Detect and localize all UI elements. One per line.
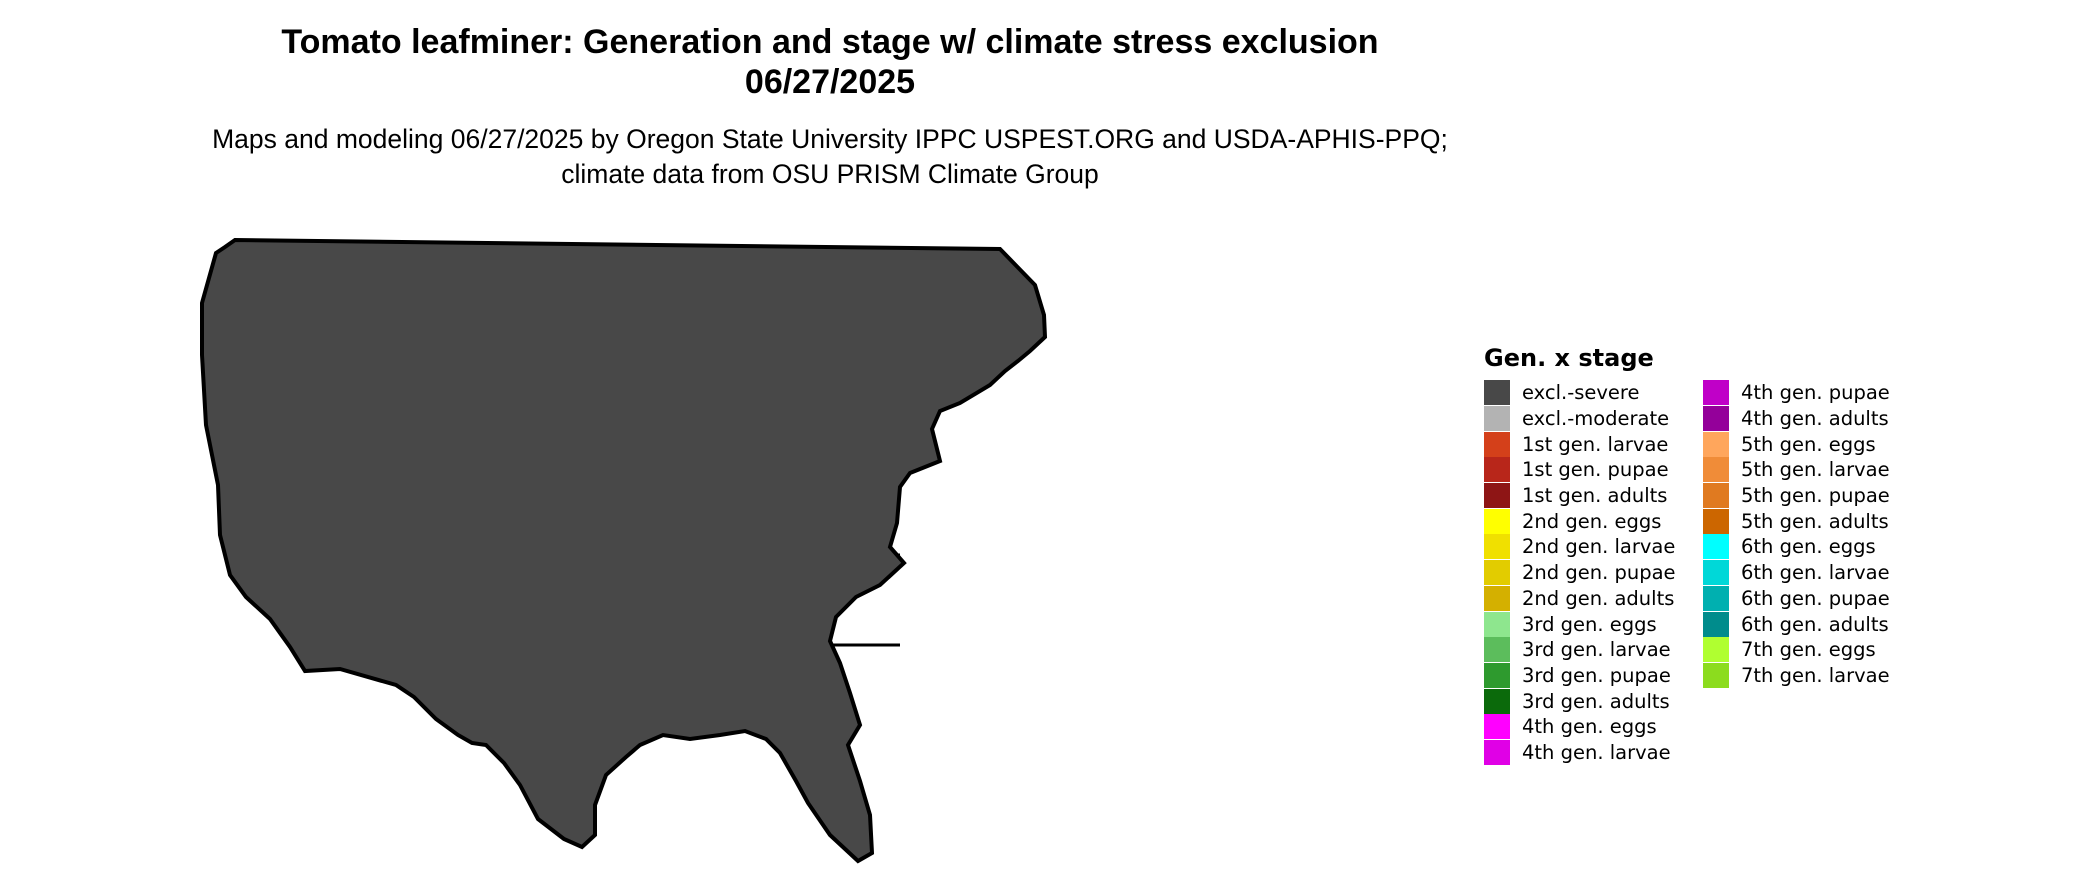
legend-swatch [1484,739,1510,765]
legend-item: 3rd gen. larvae [1484,637,1703,663]
legend-item: 4th gen. pupae [1703,380,1922,406]
legend-label: 4th gen. adults [1741,407,1889,431]
legend-swatch [1484,380,1510,406]
legend-swatch [1484,714,1510,740]
legend-label: 4th gen. eggs [1522,715,1657,739]
legend-label: 6th gen. adults [1741,612,1889,636]
legend-columns: excl.-severe excl.-moderate 1st gen. larva… [1484,380,2044,765]
legend-swatch [1703,662,1729,688]
legend-swatch [1703,431,1729,457]
legend-label: 5th gen. eggs [1741,432,1876,456]
legend-swatch [1703,406,1729,432]
legend-label: 3rd gen. eggs [1522,612,1657,636]
legend-swatch [1703,637,1729,663]
legend-item: 1st gen. adults [1484,483,1703,509]
legend-item: 2nd gen. pupae [1484,560,1703,586]
legend-item: 6th gen. adults [1703,611,1922,637]
legend-swatch [1484,662,1510,688]
legend-title: Gen. x stage [1484,344,1654,372]
legend-item: 2nd gen. eggs [1484,508,1703,534]
legend-swatch [1703,457,1729,483]
legend-item: excl.-moderate [1484,406,1703,432]
legend-swatch [1703,585,1729,611]
legend-item: 7th gen. larvae [1703,662,1922,689]
legend-item: 4th gen. larvae [1484,739,1703,766]
legend-item: 2nd gen. larvae [1484,534,1703,560]
legend-item: 3rd gen. adults [1484,688,1703,714]
legend-item: excl.-severe [1484,380,1703,406]
legend-label: 3rd gen. larvae [1522,638,1671,662]
legend-label: 1st gen. pupae [1522,458,1669,482]
legend-item: 4th gen. eggs [1484,714,1703,740]
legend-item: 6th gen. eggs [1703,534,1922,560]
legend: Gen. x stage excl.-severe excl.-moderate 1… [1484,343,2044,765]
legend-swatch [1484,431,1510,457]
legend-swatch [1484,585,1510,611]
legend-item: 5th gen. larvae [1703,457,1922,483]
legend-swatch [1484,637,1510,663]
legend-label: 7th gen. eggs [1741,638,1876,662]
legend-swatch [1703,534,1729,560]
legend-swatch [1703,483,1729,509]
legend-column-2: 4th gen. pupae 4th gen. adults 5th gen. eg… [1703,380,1922,765]
legend-item: 5th gen. adults [1703,508,1922,534]
legend-swatch [1484,457,1510,483]
legend-label: 2nd gen. eggs [1522,509,1662,533]
legend-item: 1st gen. pupae [1484,457,1703,483]
legend-label: 5th gen. larvae [1741,458,1890,482]
legend-swatch [1484,611,1510,637]
legend-item: 3rd gen. pupae [1484,662,1703,689]
legend-column-1: excl.-severe excl.-moderate 1st gen. larva… [1484,380,1703,765]
legend-label: 6th gen. larvae [1741,561,1890,585]
legend-item: 5th gen. eggs [1703,431,1922,457]
legend-label: 2nd gen. larvae [1522,535,1676,559]
legend-swatch [1703,508,1729,534]
legend-item: 6th gen. pupae [1703,585,1922,612]
legend-swatch [1703,611,1729,637]
legend-item: 1st gen. larvae [1484,431,1703,457]
us-generation-stage-map [200,238,1047,863]
legend-label: 1st gen. larvae [1522,432,1669,456]
legend-label: 5th gen. adults [1741,509,1889,533]
legend-label: 6th gen. pupae [1741,586,1890,610]
legend-item: 2nd gen. adults [1484,585,1703,612]
legend-label: 2nd gen. adults [1522,586,1675,610]
legend-label: 7th gen. larvae [1741,663,1890,687]
legend-item: 3rd gen. eggs [1484,611,1703,637]
legend-label: 4th gen. larvae [1522,740,1671,764]
map-subtitle: Maps and modeling 06/27/2025 by Oregon S… [212,124,1448,189]
legend-swatch [1484,560,1510,586]
legend-item: 6th gen. larvae [1703,560,1922,586]
legend-item: 4th gen. adults [1703,406,1922,432]
legend-label: 2nd gen. pupae [1522,561,1676,585]
legend-label: 5th gen. pupae [1741,484,1890,508]
legend-swatch [1703,560,1729,586]
map-title: Tomato leafminer: Generation and stage w… [281,23,1379,101]
legend-label: 1st gen. adults [1522,484,1668,508]
legend-label: 6th gen. eggs [1741,535,1876,559]
legend-label: 4th gen. pupae [1741,381,1890,405]
legend-item: 5th gen. pupae [1703,483,1922,509]
legend-swatch [1484,534,1510,560]
legend-swatch [1484,688,1510,714]
legend-swatch [1703,380,1729,406]
legend-swatch [1484,483,1510,509]
legend-label: 3rd gen. pupae [1522,663,1671,687]
legend-swatch [1484,508,1510,534]
legend-item: 7th gen. eggs [1703,637,1922,663]
legend-label: excl.-moderate [1522,407,1670,431]
legend-label: excl.-severe [1522,381,1640,405]
legend-label: 3rd gen. adults [1522,689,1670,713]
legend-swatch [1484,406,1510,432]
